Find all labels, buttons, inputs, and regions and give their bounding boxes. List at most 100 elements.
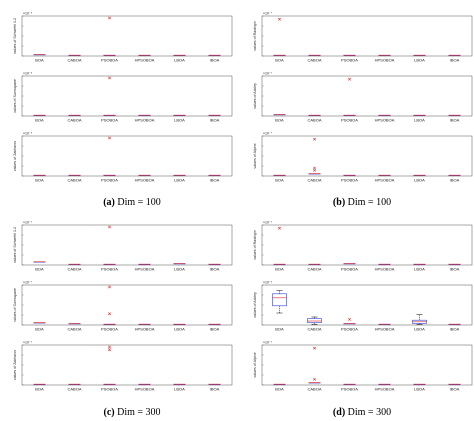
x-tick-label: PSOBOA: [341, 387, 358, 392]
y-axis-label: values of Schwefel 1.2: [13, 227, 17, 263]
box-boa: [33, 383, 46, 385]
box-hpsoboa: [378, 323, 391, 325]
x-tick-label: LBOA: [414, 118, 425, 123]
panel-a: ×10⁻⁸ values of Schwefel 1.2 BOA CABOA PSOBO…: [13, 12, 233, 183]
box-iboa: [448, 263, 461, 265]
axis-multiplier: ×10⁻⁸: [23, 72, 33, 76]
x-tick-label: LBOA: [174, 118, 185, 123]
panel-c: ×10⁻⁷ values of Schwefel 1.2 BOA CABOA PSOBO…: [13, 221, 233, 392]
subplot: ×10⁻⁸ values of Schwefel 1.2 BOA CABOA PSOBO…: [13, 12, 233, 63]
box-iboa: [448, 54, 461, 56]
x-tick-label: BOA: [35, 267, 44, 272]
x-tick-label: PSOBOA: [101, 387, 118, 392]
x-tick-label: IBOA: [210, 58, 220, 63]
box-psoboa: [103, 345, 116, 385]
axis-multiplier: ×10⁻⁷: [263, 221, 273, 225]
axis-multiplier: ×10⁻⁸: [263, 281, 273, 285]
box-lboa: [173, 174, 186, 177]
axes-frame: [21, 15, 233, 57]
box-psoboa: [343, 317, 356, 325]
outlier-marker: [313, 137, 316, 141]
box-iboa: [208, 383, 221, 385]
box-hpsoboa: [138, 54, 151, 56]
axis-multiplier: ×10⁻⁷: [23, 281, 33, 285]
axes-frame: [21, 75, 233, 117]
box-boa: [273, 383, 286, 385]
box-boa: [33, 261, 46, 263]
box-boa: [273, 174, 286, 177]
box-lboa: [173, 383, 186, 385]
outlier-marker: [108, 76, 111, 80]
outlier-marker: [108, 16, 111, 20]
outlier-marker: [108, 345, 111, 349]
x-tick-label: IBOA: [210, 118, 220, 123]
box-iboa: [208, 54, 221, 56]
box-iboa: [448, 114, 461, 117]
outlier-marker: [108, 312, 111, 316]
box-lboa: [413, 114, 426, 117]
box-hpsoboa: [138, 383, 151, 385]
box-body: [307, 318, 322, 323]
outlier-marker: [313, 377, 316, 381]
outlier-marker: [108, 136, 111, 140]
x-tick-label: HPSOBOA: [375, 58, 395, 63]
box-psoboa: [103, 136, 116, 177]
box-hpsoboa: [138, 263, 151, 265]
x-tick-label: IBOA: [210, 178, 220, 183]
box-boa: [273, 17, 286, 56]
x-tick-label: LBOA: [174, 267, 185, 272]
box-hpsoboa: [138, 174, 151, 177]
x-tick-label: HPSOBOA: [375, 387, 395, 392]
outlier-marker: [313, 346, 316, 350]
x-tick-label: CABOA: [67, 58, 81, 63]
axis-multiplier: ×10⁻⁸: [23, 12, 33, 16]
x-tick-label: HPSOBOA: [135, 267, 155, 272]
panel-d: ×10⁻⁷ values of Rastrigin BOA CABOA PSOBOA HP…: [253, 221, 473, 392]
x-tick-label: PSOBOA: [341, 118, 358, 123]
y-axis-label: values of Alpine: [253, 143, 257, 168]
box-hpsoboa: [378, 54, 391, 56]
box-boa: [33, 322, 46, 324]
x-tick-label: CABOA: [307, 58, 321, 63]
box-caboa: [68, 263, 81, 265]
x-tick-label: BOA: [275, 118, 284, 123]
box-caboa: [308, 346, 321, 384]
box-iboa: [208, 323, 221, 325]
x-tick-label: CABOA: [307, 267, 321, 272]
box-psoboa: [343, 174, 356, 177]
axes-frame: [21, 344, 233, 386]
x-tick-label: CABOA: [67, 387, 81, 392]
x-tick-label: HPSOBOA: [135, 327, 155, 332]
x-tick-label: LBOA: [174, 327, 185, 332]
x-tick-label: BOA: [35, 387, 44, 392]
x-tick-label: BOA: [35, 118, 44, 123]
box-caboa: [68, 54, 81, 56]
x-tick-label: IBOA: [450, 327, 460, 332]
axis-multiplier: ×10⁻⁷: [23, 221, 33, 225]
box-boa: [273, 226, 286, 265]
y-axis-label: values of Rastrigin: [253, 230, 257, 260]
box-hpsoboa: [138, 114, 151, 117]
axes-frame: [261, 15, 473, 57]
axis-multiplier: ×10⁻⁷: [263, 341, 273, 345]
axes-frame: [21, 284, 233, 326]
outlier-marker: [108, 285, 111, 289]
x-tick-label: IBOA: [210, 327, 220, 332]
box-hpsoboa: [378, 114, 391, 117]
box-psoboa: [343, 383, 356, 385]
caption-a: (a) Dim = 100: [103, 197, 161, 208]
subplot: ×10⁻⁸ values of Ackley BOA CABOA PSOBOA HPSOB…: [253, 281, 473, 332]
box-lboa: [413, 174, 426, 177]
box-lboa: [173, 114, 186, 117]
x-tick-label: HPSOBOA: [135, 58, 155, 63]
subplot: ×10⁻⁸ values of Zakharov BOA CABOA PSOBOA HPS…: [13, 132, 233, 183]
box-caboa: [308, 54, 321, 56]
box-psoboa: [103, 16, 116, 56]
box-iboa: [208, 174, 221, 177]
box-psoboa: [103, 285, 116, 325]
x-tick-label: CABOA: [307, 118, 321, 123]
box-boa: [273, 114, 286, 116]
outlier-marker: [108, 225, 111, 229]
x-tick-label: IBOA: [450, 178, 460, 183]
panel-b: ×10⁻⁷ values of Rastrigin BOA CABOA PSOBOA HP…: [253, 12, 473, 183]
